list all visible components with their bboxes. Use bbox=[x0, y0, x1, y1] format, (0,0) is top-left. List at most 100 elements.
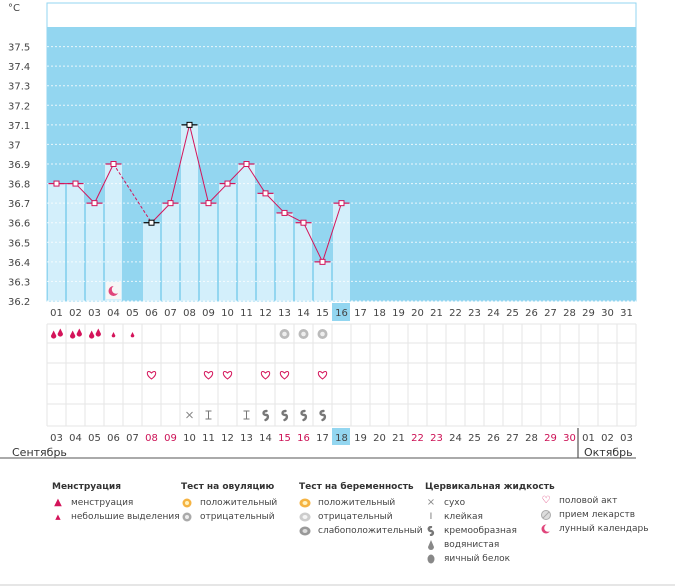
temp-line-segment bbox=[284, 212, 304, 224]
temp-line-segment bbox=[113, 163, 152, 223]
cycle-day-label: 28 bbox=[563, 308, 576, 319]
dry-icon bbox=[186, 411, 193, 419]
temp-point bbox=[186, 121, 193, 128]
blood-drop-icon bbox=[69, 330, 76, 339]
temp-bar bbox=[181, 124, 198, 301]
legend-item: лунный календарь bbox=[559, 524, 649, 534]
month-label-1: Сентябрь bbox=[12, 446, 67, 459]
legend-item: сухо bbox=[444, 498, 466, 508]
cycle-day-label: 12 bbox=[259, 308, 272, 319]
temp-bar bbox=[238, 164, 255, 301]
cycle-day-label: 09 bbox=[202, 308, 215, 319]
temp-line-segment bbox=[94, 163, 114, 204]
temp-point bbox=[148, 219, 155, 226]
cycle-day-label: 04 bbox=[107, 308, 120, 319]
creamy-icon bbox=[262, 409, 270, 422]
temp-line-segment bbox=[75, 183, 95, 204]
creamy-icon bbox=[281, 409, 289, 422]
heart-icon bbox=[146, 371, 157, 380]
heart-icon bbox=[203, 371, 214, 380]
calendar-date-label: 27 bbox=[506, 433, 519, 444]
temp-bar bbox=[314, 261, 331, 301]
cycle-day-label: 16 bbox=[335, 308, 348, 319]
temp-line-segment bbox=[227, 163, 247, 184]
legend-menstruation: Менструация ▲ менструация ▲ небольшие выде… bbox=[52, 480, 180, 524]
calendar-date-label: 04 bbox=[69, 433, 82, 444]
temp-line-segment bbox=[303, 222, 323, 263]
temp-bar bbox=[105, 164, 122, 301]
blood-drop-icon bbox=[111, 332, 116, 338]
creamy-icon bbox=[300, 409, 308, 422]
temp-point bbox=[243, 161, 250, 167]
y-tick-label: 37.1 bbox=[8, 121, 30, 132]
temp-line-segment bbox=[170, 124, 190, 204]
temp-bar bbox=[276, 212, 293, 301]
temp-point bbox=[110, 161, 117, 167]
blood-drop-icon bbox=[130, 332, 135, 338]
creamy-icon bbox=[319, 409, 327, 422]
pregnancy-negative-icon bbox=[299, 511, 311, 523]
sticky-icon bbox=[205, 410, 212, 420]
dry-icon: × bbox=[426, 497, 436, 508]
heart-icon bbox=[317, 371, 328, 380]
calendar-date-label: 24 bbox=[449, 433, 462, 444]
y-tick-label: 37.5 bbox=[8, 43, 30, 54]
calendar-date-label: 19 bbox=[354, 433, 367, 444]
cycle-day-label: 23 bbox=[468, 308, 481, 319]
cycle-day-label: 08 bbox=[183, 308, 196, 319]
positive-test-icon bbox=[181, 497, 193, 509]
heart-icon bbox=[279, 371, 290, 380]
cycle-day-label: 31 bbox=[620, 308, 633, 319]
heart-icon bbox=[222, 371, 233, 380]
legend-item: слабоположительный bbox=[318, 526, 423, 536]
sticky-icon: I bbox=[429, 512, 433, 522]
blood-drop-icon bbox=[76, 328, 82, 337]
temp-point bbox=[53, 180, 60, 187]
temp-point bbox=[91, 200, 98, 207]
temp-line-segment bbox=[265, 193, 285, 214]
watery-icon bbox=[425, 539, 437, 551]
calendar-date-label: 03 bbox=[50, 433, 63, 444]
heart-icon: ♡ bbox=[541, 495, 551, 506]
creamy-icon bbox=[425, 525, 437, 537]
calendar-date-label: 21 bbox=[392, 433, 405, 444]
calendar-date-label: 25 bbox=[468, 433, 481, 444]
legend-item: водянистая bbox=[444, 540, 500, 550]
calendar-date-label: 20 bbox=[373, 433, 386, 444]
temp-bar bbox=[333, 203, 350, 301]
y-unit-label: °C bbox=[8, 3, 20, 14]
legend-title: Тест на беременность bbox=[299, 482, 414, 492]
legend-item: небольшие выделения bbox=[71, 512, 180, 522]
y-tick-label: 36.2 bbox=[8, 297, 30, 308]
temp-bar bbox=[162, 203, 179, 301]
legend-item: клейкая bbox=[444, 512, 483, 522]
negative-test-icon bbox=[181, 511, 193, 523]
legend-item: кремообразная bbox=[444, 526, 517, 536]
blood-drop-icon bbox=[88, 330, 95, 339]
pregnancy-test-icon-inner bbox=[320, 331, 325, 337]
cycle-day-label: 18 bbox=[373, 308, 386, 319]
calendar-date-label: 10 bbox=[183, 433, 196, 444]
temp-point bbox=[205, 200, 212, 207]
y-tick-label: 36.8 bbox=[8, 180, 30, 191]
egg-white-icon bbox=[425, 553, 437, 565]
y-tick-label: 36.4 bbox=[8, 258, 30, 269]
moon-icon-shade bbox=[111, 285, 121, 294]
calendar-date-label: 09 bbox=[164, 433, 177, 444]
legend-item: прием лекарств bbox=[559, 510, 636, 520]
calendar-date-label: 14 bbox=[259, 433, 272, 444]
cycle-day-label: 20 bbox=[411, 308, 424, 319]
pregnancy-positive-icon bbox=[299, 497, 311, 509]
y-tick-label: 37 bbox=[8, 140, 21, 151]
temp-point bbox=[72, 180, 79, 187]
legend-ovulation: Тест на овуляцию положительный отрицател… bbox=[181, 480, 277, 524]
cycle-day-label: 17 bbox=[354, 308, 367, 319]
temp-point bbox=[167, 200, 174, 207]
moon-icon bbox=[540, 523, 552, 535]
calendar-date-label: 30 bbox=[563, 433, 576, 444]
y-tick-label: 36.6 bbox=[8, 219, 30, 230]
temp-line-segment bbox=[246, 163, 266, 194]
calendar-date-label: 13 bbox=[240, 433, 253, 444]
legend-item: положительный bbox=[200, 498, 278, 508]
